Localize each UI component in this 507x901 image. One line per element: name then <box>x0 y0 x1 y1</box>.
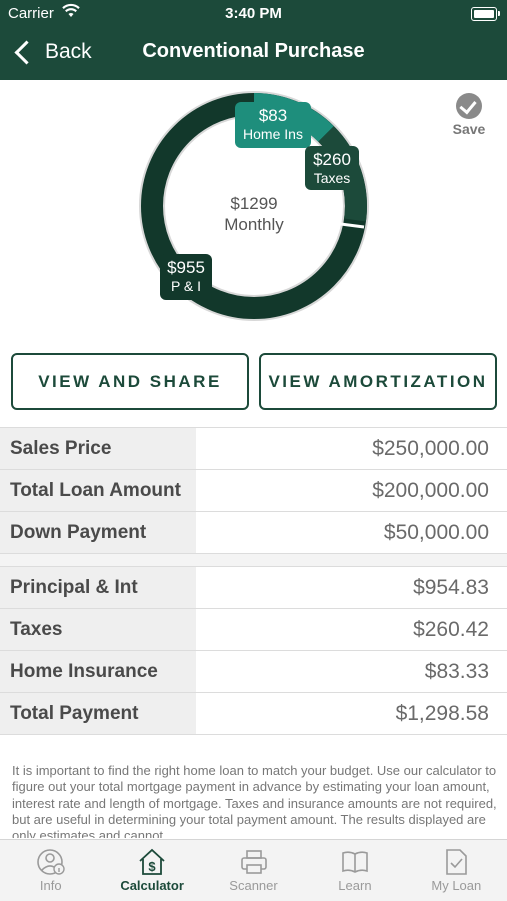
tab-my-loan[interactable]: My Loan <box>406 840 507 901</box>
view-amortization-button[interactable]: VIEW AMORTIZATION <box>259 353 497 410</box>
pi-label: P & I <box>170 278 202 294</box>
tab-label: My Loan <box>431 878 482 893</box>
save-label: Save <box>452 121 486 137</box>
carrier-label: Carrier <box>8 5 54 22</box>
back-label: Back <box>45 40 92 63</box>
donut-divider <box>332 221 365 229</box>
row-value: $200,000.00 <box>372 478 489 502</box>
row-value: $250,000.00 <box>372 436 489 460</box>
view-and-share-button[interactable]: VIEW AND SHARE <box>11 353 249 410</box>
home-ins-value: $83 <box>258 106 288 125</box>
check-circle-icon <box>456 93 482 119</box>
battery-icon <box>471 7 500 21</box>
row-value: $50,000.00 <box>383 520 489 544</box>
disclaimer-text: It is important to find the right home l… <box>12 763 497 838</box>
status-bar: Carrier 3:40 PM <box>0 0 507 28</box>
document-check-icon <box>446 849 468 875</box>
home-ins-label: Home Ins <box>243 126 303 142</box>
taxes-value: $260 <box>313 150 351 169</box>
scanner-printer-icon <box>240 850 267 874</box>
tab-learn[interactable]: Learn <box>304 840 405 901</box>
row-label: Sales Price <box>0 428 196 469</box>
taxes-label: Taxes <box>313 170 351 186</box>
svg-text:$: $ <box>148 859 156 874</box>
section-divider <box>0 554 507 566</box>
monthly-label: Monthly <box>224 215 284 234</box>
pi-value: $955 <box>167 258 205 277</box>
tab-label: Learn <box>338 878 372 893</box>
row-label: Total Payment <box>0 693 196 734</box>
row-label: Principal & Int <box>0 567 196 608</box>
info-person-icon <box>36 849 65 875</box>
table-row: Taxes $260.42 <box>0 609 507 651</box>
monthly-total: $1299 <box>230 194 278 213</box>
taxes-callout: $260 Taxes <box>305 146 359 190</box>
row-value: $83.33 <box>424 659 489 683</box>
tab-label: Calculator <box>120 878 184 893</box>
save-button[interactable]: Save <box>450 93 488 137</box>
row-label: Total Loan Amount <box>0 470 196 511</box>
nav-bar: Carrier 3:40 PM Back Conventional Purcha… <box>0 0 507 80</box>
page-title: Conventional Purchase <box>142 40 365 62</box>
calculator-house-icon: $ <box>139 848 165 875</box>
row-label: Home Insurance <box>0 651 196 692</box>
loan-summary-table: Sales Price $250,000.00 Total Loan Amoun… <box>0 427 507 554</box>
home-ins-callout: $83 Home Ins <box>235 102 311 148</box>
table-row: Sales Price $250,000.00 <box>0 428 507 470</box>
pi-callout: $955 P & I <box>160 254 212 300</box>
payment-breakdown-table: Principal & Int $954.83 Taxes $260.42 Ho… <box>0 566 507 735</box>
tab-label: Scanner <box>229 878 278 893</box>
clock: 3:40 PM <box>225 5 282 22</box>
row-label: Taxes <box>0 609 196 650</box>
back-button[interactable]: Back <box>10 36 92 68</box>
table-row: Home Insurance $83.33 <box>0 651 507 693</box>
tab-calculator[interactable]: $ Calculator <box>101 840 202 901</box>
table-row: Total Payment $1,298.58 <box>0 693 507 735</box>
tab-scanner[interactable]: Scanner <box>203 840 304 901</box>
row-value: $954.83 <box>413 575 489 599</box>
row-value: $1,298.58 <box>395 701 489 725</box>
payment-donut-chart: $1299 Monthly $83 Home Ins $260 Taxes $9… <box>0 80 507 340</box>
book-icon <box>342 851 368 873</box>
table-row: Down Payment $50,000.00 <box>0 512 507 554</box>
tab-bar: Info $ Calculator Scanner Learn My Loan <box>0 839 507 901</box>
table-row: Total Loan Amount $200,000.00 <box>0 470 507 512</box>
tab-label: Info <box>39 878 62 893</box>
wifi-icon <box>62 3 80 17</box>
row-label: Down Payment <box>0 512 196 553</box>
table-row: Principal & Int $954.83 <box>0 567 507 609</box>
tab-info[interactable]: Info <box>0 840 101 901</box>
row-value: $260.42 <box>413 617 489 641</box>
